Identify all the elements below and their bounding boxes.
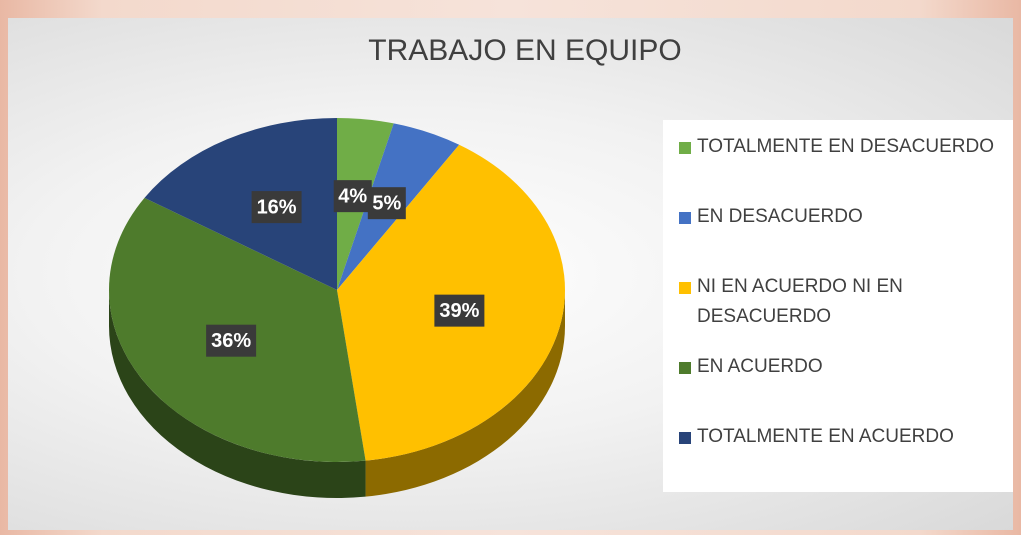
data-label-box [206, 324, 257, 357]
data-label: 39% [439, 300, 479, 322]
data-label-box [251, 191, 302, 224]
legend-swatch [679, 282, 691, 294]
legend-item: TOTALMENTE EN ACUERDO [679, 422, 1021, 452]
data-label: 16% [257, 196, 297, 218]
chart-title: TRABAJO EN EQUIPO [368, 34, 681, 67]
legend-label: EN ACUERDO [697, 356, 823, 377]
legend-label: NI EN ACUERDO NI EN DESACUERDO [697, 276, 903, 327]
legend-swatch [679, 212, 691, 224]
legend-label: TOTALMENTE EN DESACUERDO [697, 136, 995, 157]
legend-item: TOTALMENTE EN DESACUERDO [679, 132, 1021, 162]
data-label: 5% [372, 192, 401, 214]
data-label: 4% [338, 185, 367, 207]
legend-item: NI EN ACUERDO NI EN DESACUERDO [679, 272, 947, 332]
legend: TOTALMENTE EN DESACUERDO EN DESACUERDO NI … [663, 120, 1013, 492]
legend-swatch [679, 362, 691, 374]
data-label-box [333, 180, 372, 213]
data-label: 36% [211, 330, 251, 352]
legend-label: EN DESACUERDO [697, 206, 863, 227]
slice-side [109, 290, 366, 498]
legend-swatch [679, 142, 691, 154]
pie-slice [144, 117, 337, 290]
legend-label: TOTALMENTE EN ACUERDO [697, 426, 954, 447]
legend-item: EN DESACUERDO [679, 202, 1021, 232]
legend-item: EN ACUERDO [679, 352, 1021, 382]
data-label-box [434, 294, 485, 327]
slice-side [365, 290, 565, 497]
legend-swatch [679, 432, 691, 444]
data-label-box [367, 187, 406, 220]
